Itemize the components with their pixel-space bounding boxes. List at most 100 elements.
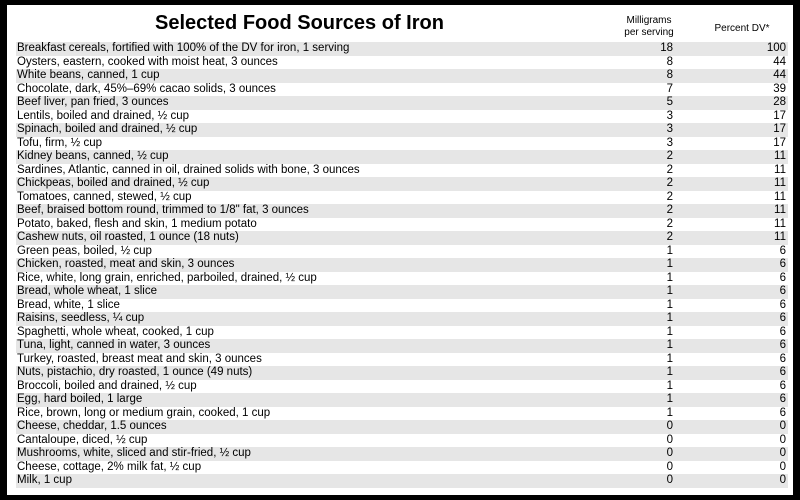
table-row: Spinach, boiled and drained, ½ cup 3 17 — [16, 123, 788, 137]
milligrams-cell: 5 — [666, 96, 673, 108]
food-cell: Kidney beans, canned, ½ cup — [17, 150, 169, 162]
table-row: Cashew nuts, oil roasted, 1 ounce (18 nu… — [16, 231, 788, 245]
milligrams-cell: 1 — [666, 352, 673, 365]
table-row: Chicken, roasted, meat and skin, 3 ounce… — [16, 258, 788, 272]
milligrams-cell: 1 — [666, 285, 673, 297]
milligrams-cell: 2 — [666, 177, 673, 189]
percent-dv-cell: 6 — [779, 339, 786, 351]
milligrams-cell: 1 — [666, 258, 673, 270]
percent-dv-cell: 0 — [779, 460, 786, 473]
page-title: Selected Food Sources of Iron — [155, 12, 444, 34]
table-row: Tuna, light, canned in water, 3 ounces 1 6 — [16, 339, 788, 353]
percent-dv-cell: 6 — [779, 244, 786, 257]
food-cell: Sardines, Atlantic, canned in oil, drain… — [17, 163, 360, 176]
milligrams-cell: 3 — [666, 136, 673, 149]
food-cell: Cashew nuts, oil roasted, 1 ounce (18 nu… — [17, 231, 239, 243]
percent-dv-cell: 0 — [779, 474, 786, 486]
food-cell: Bread, white, 1 slice — [17, 298, 120, 311]
food-cell: Lentils, boiled and drained, ½ cup — [17, 109, 189, 122]
percent-dv-cell: 11 — [774, 163, 786, 176]
table-row: Raisins, seedless, ¼ cup 1 6 — [16, 312, 788, 326]
milligrams-cell: 1 — [666, 406, 673, 419]
table-row: Beef liver, pan fried, 3 ounces 5 28 — [16, 96, 788, 110]
milligrams-cell: 2 — [666, 217, 673, 230]
food-cell: Bread, whole wheat, 1 slice — [17, 285, 157, 297]
food-cell: Broccoli, boiled and drained, ½ cup — [17, 379, 197, 392]
food-cell: Turkey, roasted, breast meat and skin, 3… — [17, 352, 262, 365]
percent-dv-cell: 11 — [774, 177, 786, 189]
table-row: Cheese, cottage, 2% milk fat, ½ cup 0 0 — [16, 461, 788, 475]
table-row: Oysters, eastern, cooked with moist heat… — [16, 56, 788, 70]
food-cell: Breakfast cereals, fortified with 100% o… — [17, 42, 350, 54]
table-body: Breakfast cereals, fortified with 100% o… — [16, 42, 788, 488]
milligrams-cell: 0 — [666, 447, 673, 459]
iron-food-table: Selected Food Sources of Iron Milligrams… — [7, 5, 793, 495]
percent-dv-cell: 11 — [774, 204, 786, 216]
table-row: Tofu, firm, ½ cup 3 17 — [16, 137, 788, 151]
table-row: Kidney beans, canned, ½ cup 2 11 — [16, 150, 788, 164]
table-row: Chocolate, dark, 45%–69% cacao solids, 3… — [16, 83, 788, 97]
percent-dv-cell: 44 — [773, 55, 786, 68]
percent-dv-cell: 17 — [773, 136, 786, 149]
milligrams-cell: 0 — [666, 460, 673, 473]
table-row: Sardines, Atlantic, canned in oil, drain… — [16, 164, 788, 178]
milligrams-cell: 0 — [666, 420, 673, 432]
milligrams-cell: 1 — [666, 271, 673, 284]
table-row: Milk, 1 cup 0 0 — [16, 474, 788, 488]
food-cell: Tomatoes, canned, stewed, ½ cup — [17, 190, 192, 203]
percent-dv-cell: 17 — [773, 109, 786, 122]
percent-dv-cell: 6 — [779, 271, 786, 284]
milligrams-cell: 1 — [666, 339, 673, 351]
percent-dv-cell: 17 — [773, 123, 786, 135]
milligrams-cell: 3 — [666, 123, 673, 135]
table-row: Turkey, roasted, breast meat and skin, 3… — [16, 353, 788, 367]
food-cell: Cheese, cheddar, 1.5 ounces — [17, 420, 167, 432]
milligrams-cell: 3 — [666, 109, 673, 122]
milligrams-cell: 0 — [666, 474, 673, 486]
percent-dv-cell: 39 — [773, 82, 786, 95]
milligrams-cell: 1 — [666, 366, 673, 378]
food-cell: Nuts, pistachio, dry roasted, 1 ounce (4… — [17, 366, 253, 378]
food-cell: Egg, hard boiled, 1 large — [17, 393, 143, 405]
percent-dv-cell: 11 — [774, 190, 786, 203]
food-cell: Tofu, firm, ½ cup — [17, 136, 103, 149]
percent-dv-cell: 0 — [779, 433, 786, 446]
food-cell: Spaghetti, whole wheat, cooked, 1 cup — [17, 325, 214, 338]
percent-dv-cell: 0 — [779, 420, 786, 432]
food-cell: Chicken, roasted, meat and skin, 3 ounce… — [17, 258, 235, 270]
milligrams-cell: 1 — [666, 379, 673, 392]
milligrams-cell: 2 — [666, 204, 673, 216]
percent-dv-cell: 100 — [766, 42, 786, 54]
food-cell: White beans, canned, 1 cup — [17, 69, 160, 81]
milligrams-cell: 1 — [666, 244, 673, 257]
table-row: Chickpeas, boiled and drained, ½ cup 2 11 — [16, 177, 788, 191]
table-row: Bread, whole wheat, 1 slice 1 6 — [16, 285, 788, 299]
food-cell: Raisins, seedless, ¼ cup — [17, 312, 145, 324]
table-row: Tomatoes, canned, stewed, ½ cup 2 11 — [16, 191, 788, 205]
food-cell: Rice, brown, long or medium grain, cooke… — [17, 406, 271, 419]
percent-dv-cell: 6 — [779, 325, 786, 338]
table-row: Lentils, boiled and drained, ½ cup 3 17 — [16, 110, 788, 124]
table-row: Egg, hard boiled, 1 large 1 6 — [16, 393, 788, 407]
percent-dv-cell: 6 — [779, 366, 786, 378]
food-cell: Milk, 1 cup — [17, 474, 72, 486]
milligrams-cell: 1 — [666, 298, 673, 311]
table-row: White beans, canned, 1 cup 8 44 — [16, 69, 788, 83]
percent-dv-cell: 6 — [779, 406, 786, 419]
table-row: Broccoli, boiled and drained, ½ cup 1 6 — [16, 380, 788, 394]
percent-dv-cell: 6 — [779, 312, 786, 324]
milligrams-cell: 1 — [666, 393, 673, 405]
food-cell: Tuna, light, canned in water, 3 ounces — [17, 339, 211, 351]
table-row: Potato, baked, flesh and skin, 1 medium … — [16, 218, 788, 232]
food-cell: Chickpeas, boiled and drained, ½ cup — [17, 177, 210, 189]
table-row: Bread, white, 1 slice 1 6 — [16, 299, 788, 313]
milligrams-cell: 7 — [666, 82, 673, 95]
food-cell: Cantaloupe, diced, ½ cup — [17, 433, 148, 446]
milligrams-cell: 2 — [666, 190, 673, 203]
table-row: Mushrooms, white, sliced and stir-fried,… — [16, 447, 788, 461]
milligrams-cell: 1 — [666, 312, 673, 324]
table-row: Green peas, boiled, ½ cup 1 6 — [16, 245, 788, 259]
milligrams-cell: 1 — [666, 325, 673, 338]
food-cell: Potato, baked, flesh and skin, 1 medium … — [17, 217, 257, 230]
percent-dv-cell: 0 — [779, 447, 786, 459]
